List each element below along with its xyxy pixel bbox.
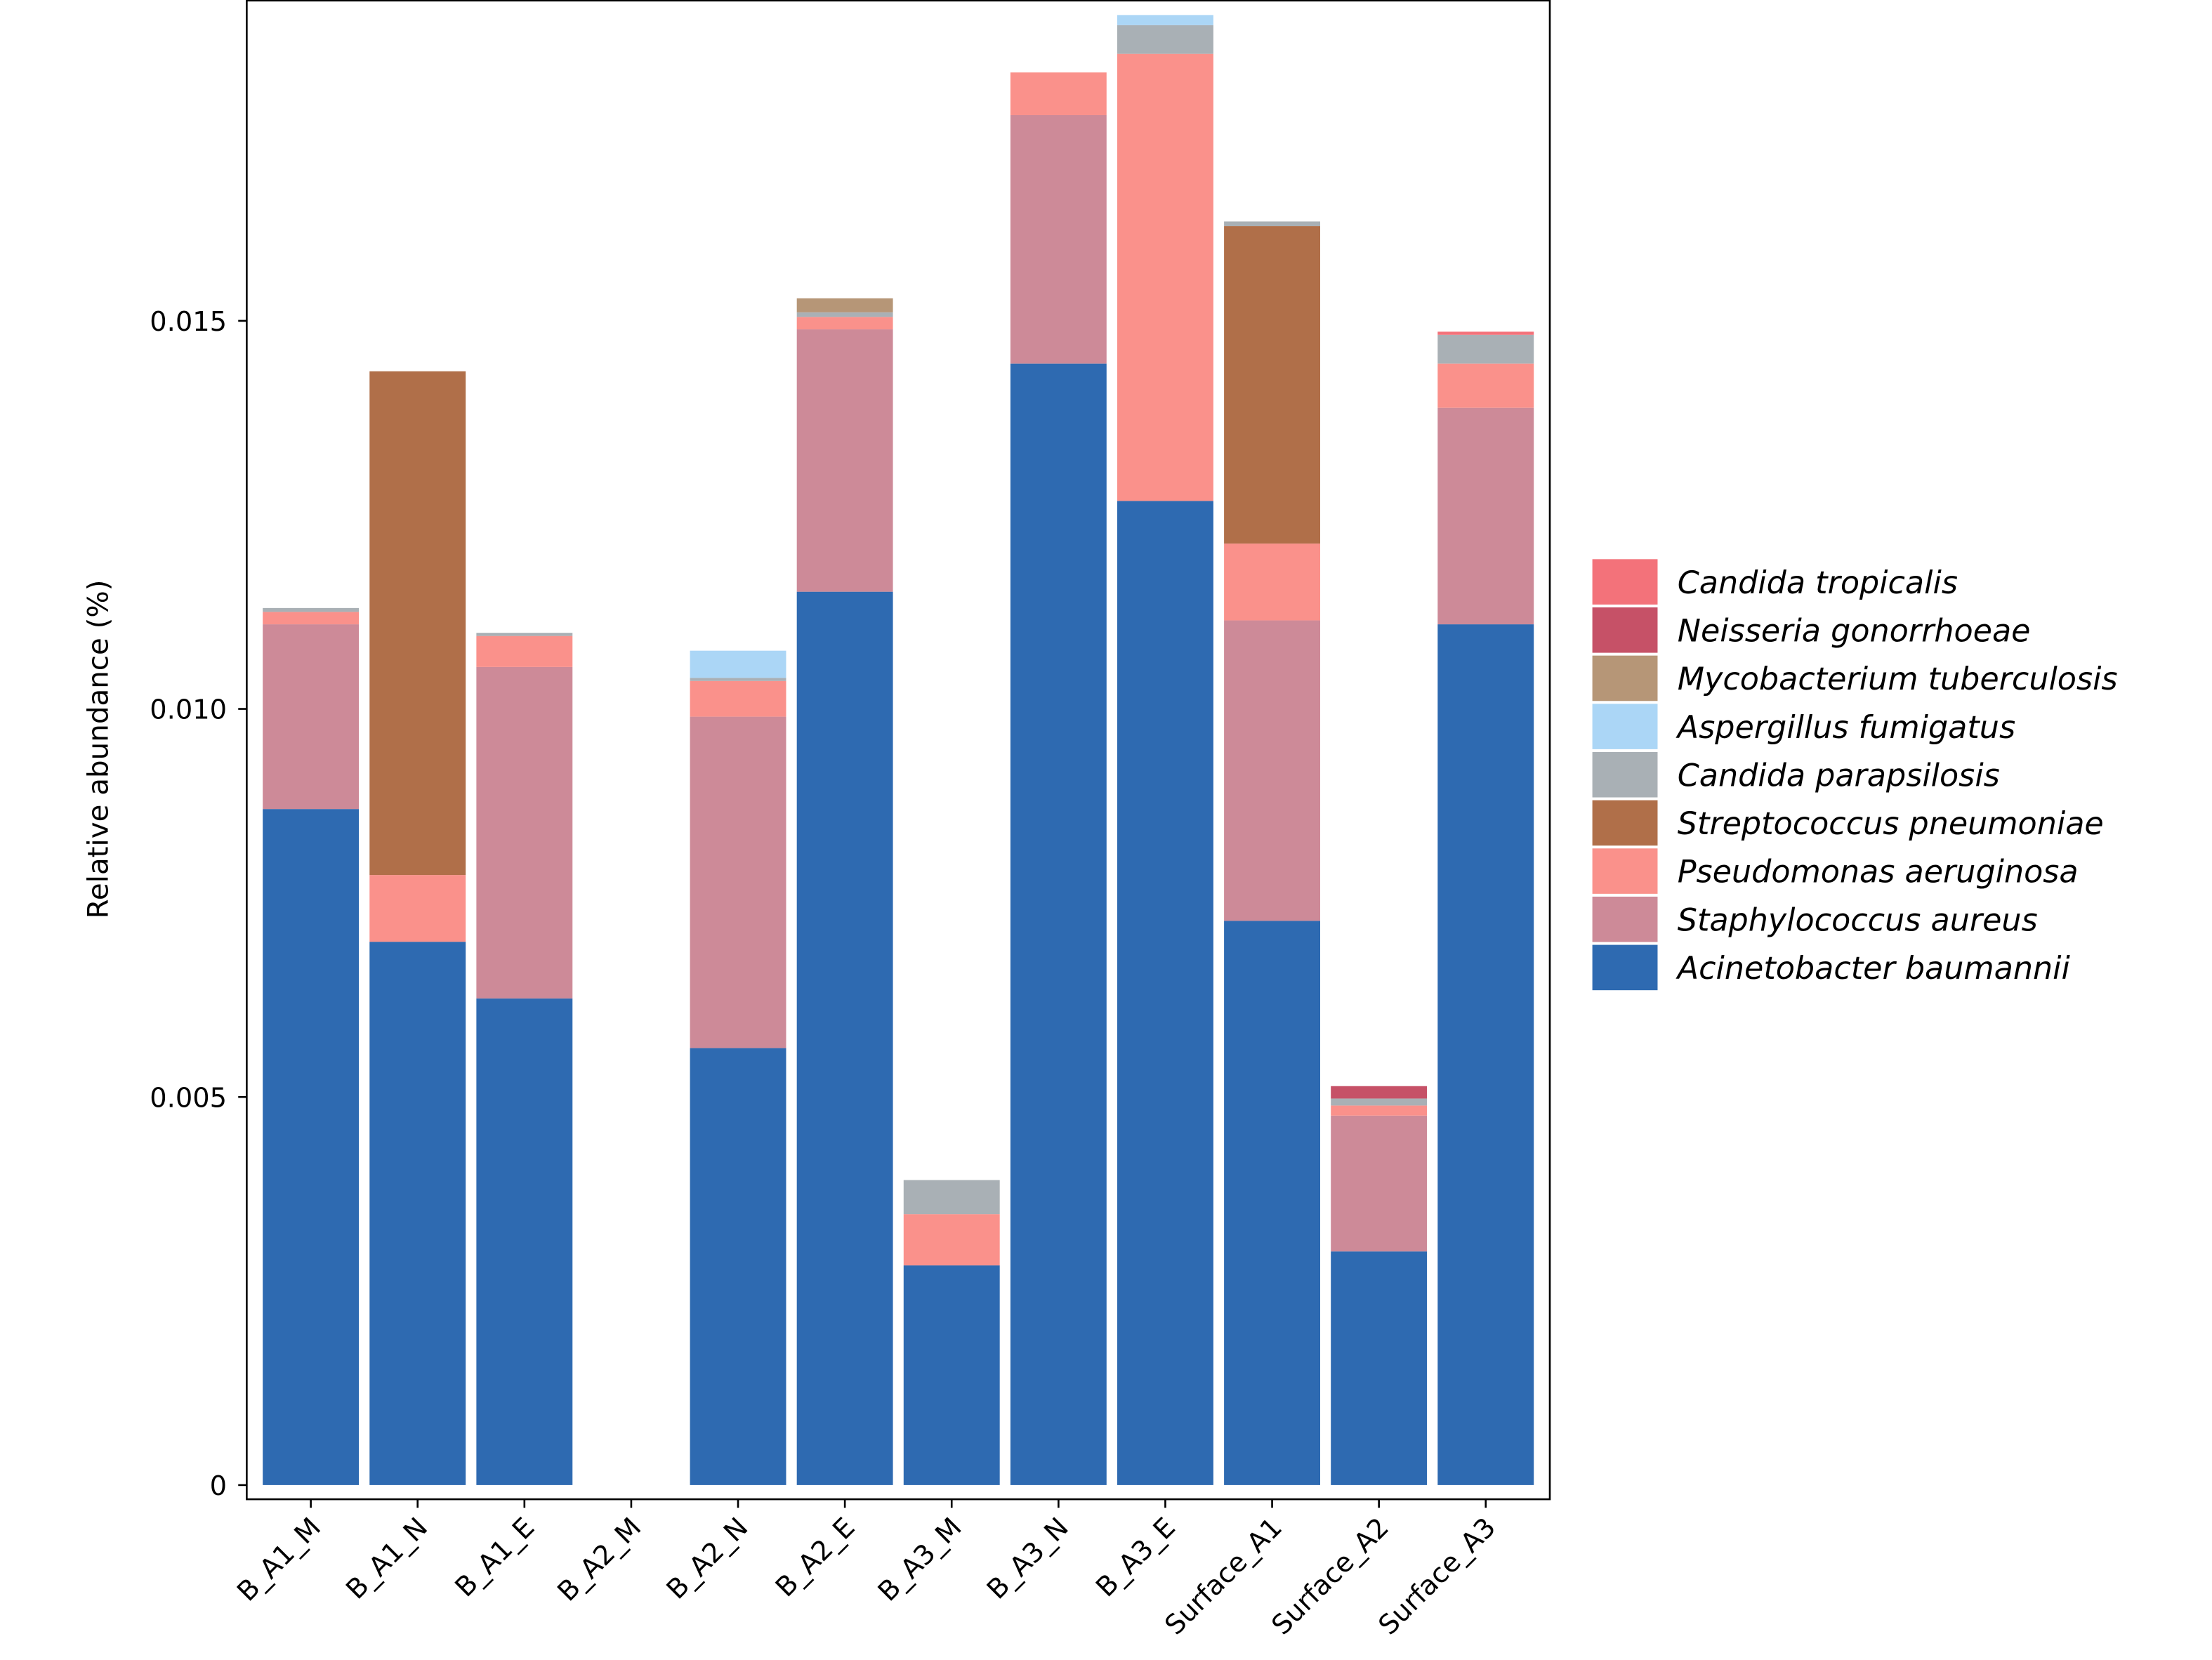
bar-segment-Surface_A2-staphylococcus-aureus [1331,1115,1428,1252]
legend-item: Acinetobacter baumannii [1592,944,2071,991]
bar-segment-Surface_A1-acinetobacter-baumannii [1224,921,1320,1485]
legend-swatch [1592,559,1658,605]
bar-segment-Surface_A1-candida-parapsilosis [1224,221,1320,227]
legend: Candida tropicalis Neisseria gonorrhoeae M… [1592,559,2118,991]
bar-segment-B_A2_E-mycobacterium-tuberculosis [796,298,893,312]
legend-item: Mycobacterium tuberculosis [1592,655,2118,701]
legend-label: Mycobacterium tuberculosis [1678,661,2118,697]
bar-segment-B_A2_E-candida-parapsilosis [796,312,893,317]
y-tick-label: 0.010 [150,694,227,726]
bar-segment-B_A3_E-acinetobacter-baumannii [1117,501,1213,1485]
legend-swatch [1592,896,1658,942]
bar-segment-B_A1_M-pseudomonas-aeruginosa [263,612,360,625]
legend-item: Candida tropicalis [1592,559,1958,605]
legend-swatch [1592,751,1658,798]
x-tick-label: B_A1_M [231,1512,327,1608]
bar-segment-Surface_A2-neisseria-gonorrhoeae [1331,1086,1428,1099]
legend-swatch [1592,607,1658,653]
bar-segment-Surface_A3-acinetobacter-baumannii [1437,624,1534,1485]
y-tick-label: 0.015 [150,306,227,338]
legend-label: Acinetobacter baumannii [1676,951,2071,987]
bar-segment-B_A1_N-pseudomonas-aeruginosa [369,875,466,942]
bar-segment-Surface_A3-candida-tropicalis [1437,331,1534,335]
plot-frame [246,0,1551,1501]
bar-segment-B_A3_M-acinetobacter-baumannii [903,1265,1000,1485]
bars-layer [263,15,1534,1485]
legend-swatch [1592,704,1658,749]
x-tick-label: B_A2_E [770,1512,862,1604]
x-tick-label: B_A1_E [449,1512,541,1604]
legend-swatch [1592,800,1658,846]
legend-item: Neisseria gonorrhoeae [1592,607,2031,653]
bar-segment-B_A1_E-acinetobacter-baumannii [476,998,573,1485]
bar-segment-Surface_A3-candida-parapsilosis [1437,334,1534,364]
bar-segment-B_A3_N-staphylococcus-aureus [1010,114,1107,364]
bar-segment-B_A1_N-streptococcus-pneumoniae [369,371,466,876]
bar-segment-B_A2_E-pseudomonas-aeruginosa [796,317,893,330]
bar-segment-B_A3_M-candida-parapsilosis [903,1180,1000,1215]
bar-segment-Surface_A3-staphylococcus-aureus [1437,407,1534,625]
x-tick-label: B_A3_E [1090,1512,1182,1604]
bar-segment-B_A2_E-acinetobacter-baumannii [796,591,893,1485]
bar-segment-B_A2_N-acinetobacter-baumannii [690,1048,786,1485]
bar-segment-B_A3_M-pseudomonas-aeruginosa [903,1214,1000,1266]
legend-label: Staphylococcus aureus [1678,902,2038,938]
bar-segment-B_A1_M-acinetobacter-baumannii [263,809,360,1485]
legend-item: Pseudomonas aeruginosa [1592,848,2079,894]
bar-segment-Surface_A3-pseudomonas-aeruginosa [1437,363,1534,408]
bar-segment-B_A1_E-staphylococcus-aureus [476,666,573,999]
bar-segment-B_A3_E-candida-parapsilosis [1117,25,1213,54]
bar-segment-B_A1_M-candida-parapsilosis [263,607,360,612]
legend-swatch [1592,848,1658,894]
legend-item: Streptococcus pneumoniae [1592,800,2104,846]
y-tick-label: 0 [210,1470,227,1502]
x-tick-label: B_A1_N [340,1512,434,1606]
bar-segment-B_A2_N-candida-parapsilosis [690,678,786,681]
x-tick-label: B_A3_N [981,1512,1075,1606]
legend-item: Candida parapsilosis [1592,751,2000,798]
bar-segment-Surface_A2-acinetobacter-baumannii [1331,1251,1428,1485]
y-axis: 0 0.005 0.010 0.015 [150,306,247,1502]
legend-label: Neisseria gonorrhoeae [1678,613,2031,649]
y-axis-label: Relative abundance (%) [81,579,114,918]
y-tick-label: 0.005 [150,1082,227,1114]
x-tick-label: B_A3_M [872,1512,968,1608]
bar-segment-B_A1_E-candida-parapsilosis [476,633,573,636]
legend-label: Aspergillus fumigatus [1676,710,2015,746]
legend-item: Aspergillus fumigatus [1592,704,2015,749]
bar-segment-Surface_A1-staphylococcus-aureus [1224,620,1320,921]
bar-segment-B_A3_N-pseudomonas-aeruginosa [1010,72,1107,115]
bar-segment-B_A2_E-staphylococcus-aureus [796,329,893,592]
bar-segment-B_A1_N-acinetobacter-baumannii [369,942,466,1485]
bar-segment-B_A2_N-pseudomonas-aeruginosa [690,680,786,717]
x-tick-label: B_A2_N [661,1512,755,1606]
legend-label: Candida parapsilosis [1678,758,2000,793]
legend-label: Candida tropicalis [1678,565,1958,601]
legend-swatch [1592,944,1658,991]
legend-swatch [1592,655,1658,701]
bar-segment-Surface_A2-pseudomonas-aeruginosa [1331,1105,1428,1116]
bar-segment-B_A2_N-aspergillus-fumigatus [690,650,786,678]
bar-segment-B_A3_N-acinetobacter-baumannii [1010,363,1107,1485]
bar-segment-Surface_A1-pseudomonas-aeruginosa [1224,544,1320,621]
legend-label: Streptococcus pneumoniae [1678,806,2104,842]
bar-segment-B_A3_E-aspergillus-fumigatus [1117,15,1213,25]
legend-item: Staphylococcus aureus [1592,896,2038,942]
legend-label: Pseudomonas aeruginosa [1678,855,2079,890]
bar-segment-Surface_A2-candida-parapsilosis [1331,1098,1428,1106]
x-axis: B_A1_M B_A1_N B_A1_E B_A2_M B_A2_N B_A2_E B_A3… [231,1499,1502,1641]
bar-segment-B_A1_M-staphylococcus-aureus [263,624,360,810]
x-tick-label: B_A2_M [551,1512,647,1608]
bar-segment-B_A1_E-pseudomonas-aeruginosa [476,635,573,667]
bar-segment-B_A3_E-pseudomonas-aeruginosa [1117,53,1213,501]
bar-segment-Surface_A1-streptococcus-pneumoniae [1224,226,1320,544]
bar-segment-B_A2_N-staphylococcus-aureus [690,716,786,1048]
